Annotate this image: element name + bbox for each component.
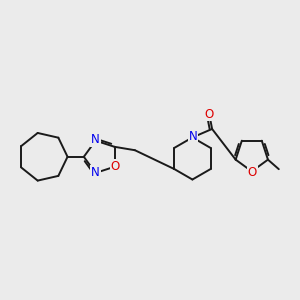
Text: O: O xyxy=(248,166,257,179)
Text: N: N xyxy=(91,167,100,179)
Text: O: O xyxy=(205,107,214,121)
Text: O: O xyxy=(111,160,120,173)
Text: N: N xyxy=(91,134,100,146)
Text: N: N xyxy=(189,130,197,143)
